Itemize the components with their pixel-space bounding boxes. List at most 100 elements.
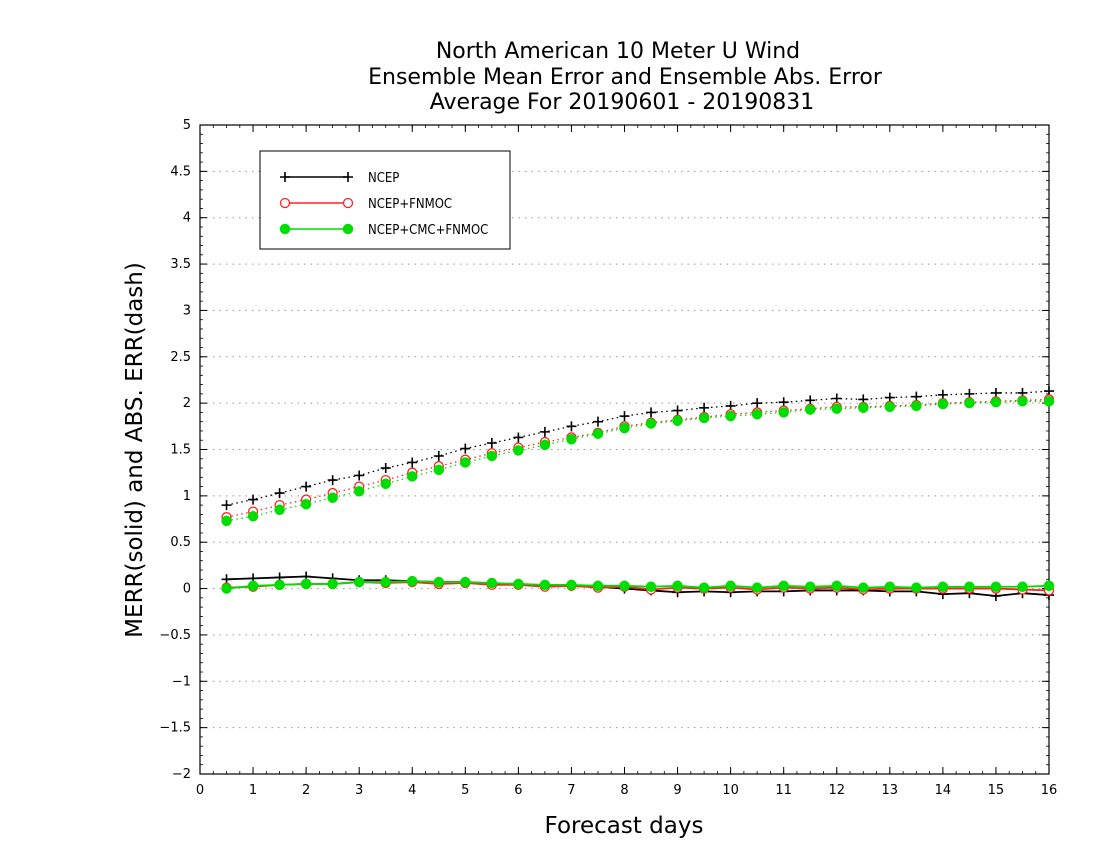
mean-error-point [804,581,816,592]
abs-error-point [592,416,603,427]
mean-error-point [698,582,710,593]
mean-error-point [884,581,896,592]
abs-error-point [698,412,710,424]
abs-error-point [619,411,630,422]
abs-error-point [911,400,922,412]
series-group [221,386,1055,601]
legend-marker [343,172,353,182]
abs-error-point [327,475,338,486]
mean-error-point [725,580,736,592]
abs-error-point [407,457,418,468]
x-tick-label: 6 [514,783,522,798]
legend-marker [279,223,291,235]
y-tick-label: 2 [183,396,191,411]
abs-error-point [380,463,391,474]
y-tick-label: 3.5 [170,257,191,272]
y-tick-label: 2.5 [170,350,191,365]
legend-marker [342,223,354,235]
x-tick-label: 4 [408,783,416,798]
abs-error-point [300,498,312,510]
x-tick-label: 3 [355,783,363,798]
abs-error-point [433,450,444,461]
abs-error-point [645,418,657,429]
y-tick-label: 1.5 [170,443,191,458]
abs-error-point [221,515,232,527]
x-tick-label: 8 [620,783,628,798]
mean-error-point [433,576,445,588]
mean-error-point [778,580,789,592]
legend-marker [279,197,291,209]
title-line-1: North American 10 Meter U Wind [436,39,800,64]
x-tick-label: 5 [461,783,469,798]
grid [200,170,1049,729]
abs-error-point [274,504,285,516]
series-ncep-cmc-fnmoc-mean-error [221,575,1055,594]
mean-error-point [327,578,338,590]
chart-title: North American 10 Meter U Wind Ensemble … [368,39,883,115]
mean-error-point [990,581,1002,592]
abs-error-point [327,492,338,503]
abs-error-point [433,464,445,476]
abs-error-point [248,494,259,505]
y-tick-label: 5 [183,118,191,133]
abs-error-point [699,402,710,413]
abs-error-point [486,438,497,449]
abs-error-point [407,471,418,482]
abs-error-point [354,470,365,481]
legend-label: NCEP [368,171,399,186]
abs-error-point [725,410,736,422]
x-tick-label: 1 [249,783,257,798]
abs-error-point [460,443,471,454]
abs-error-point [751,409,763,420]
mean-error-point [1017,581,1028,592]
abs-error-point [778,407,789,418]
x-tick-label: 9 [673,783,681,798]
abs-error-point [858,402,869,414]
y-tick-label: −2 [172,767,191,782]
series-ncep-abs-error [221,386,1054,511]
legend-entry: NCEP+FNMOC [279,197,452,212]
abs-error-point [672,415,683,427]
x-axis-label: Forecast days [545,813,704,839]
abs-error-point [566,421,577,432]
abs-error-line [226,400,1049,522]
x-tick-label: 14 [935,783,952,798]
legend-entry: NCEP [280,171,399,186]
legend-entry: NCEP+CMC+FNMOC [279,223,488,238]
y-tick-label: 0.5 [170,535,191,550]
legend-marker [280,172,290,182]
y-tick-label: 1 [183,489,191,504]
series-ncep-cmc-fnmoc-abs-error [221,396,1055,527]
legend: NCEP NCEP+FNMOC NCEP+CMC+FNMOC [259,150,511,250]
x-tick-label: 11 [775,783,792,798]
abs-error-point [513,432,524,443]
mean-error-point [486,577,498,589]
title-line-3: Average For 20190601 - 20190831 [430,90,815,115]
legend-box [259,150,511,250]
mean-error-point [566,579,577,591]
legend-label: NCEP+FNMOC [368,197,452,212]
mean-error-point [513,578,524,590]
y-tick-label: −1.5 [159,721,191,736]
mean-error-point [964,581,975,592]
abs-error-point [1043,396,1055,407]
abs-error-point [937,398,949,410]
y-tick-label: 0 [183,582,191,597]
abs-error-point [646,407,657,418]
x-tick-label: 13 [882,783,899,798]
y-tick-label: −1 [172,674,191,689]
abs-error-point [884,401,896,413]
mean-error-point [672,580,683,592]
abs-error-point [752,398,763,409]
mean-error-point [460,576,471,588]
abs-error-point [380,478,391,490]
mean-error-point [407,575,418,587]
abs-error-point [990,396,1002,408]
x-tick-label: 7 [567,783,575,798]
mean-error-point [353,576,365,588]
abs-error-point [804,404,816,415]
abs-error-point [592,428,604,439]
abs-error-point [964,397,975,409]
abs-error-point [672,405,683,416]
abs-error-point [619,422,630,434]
